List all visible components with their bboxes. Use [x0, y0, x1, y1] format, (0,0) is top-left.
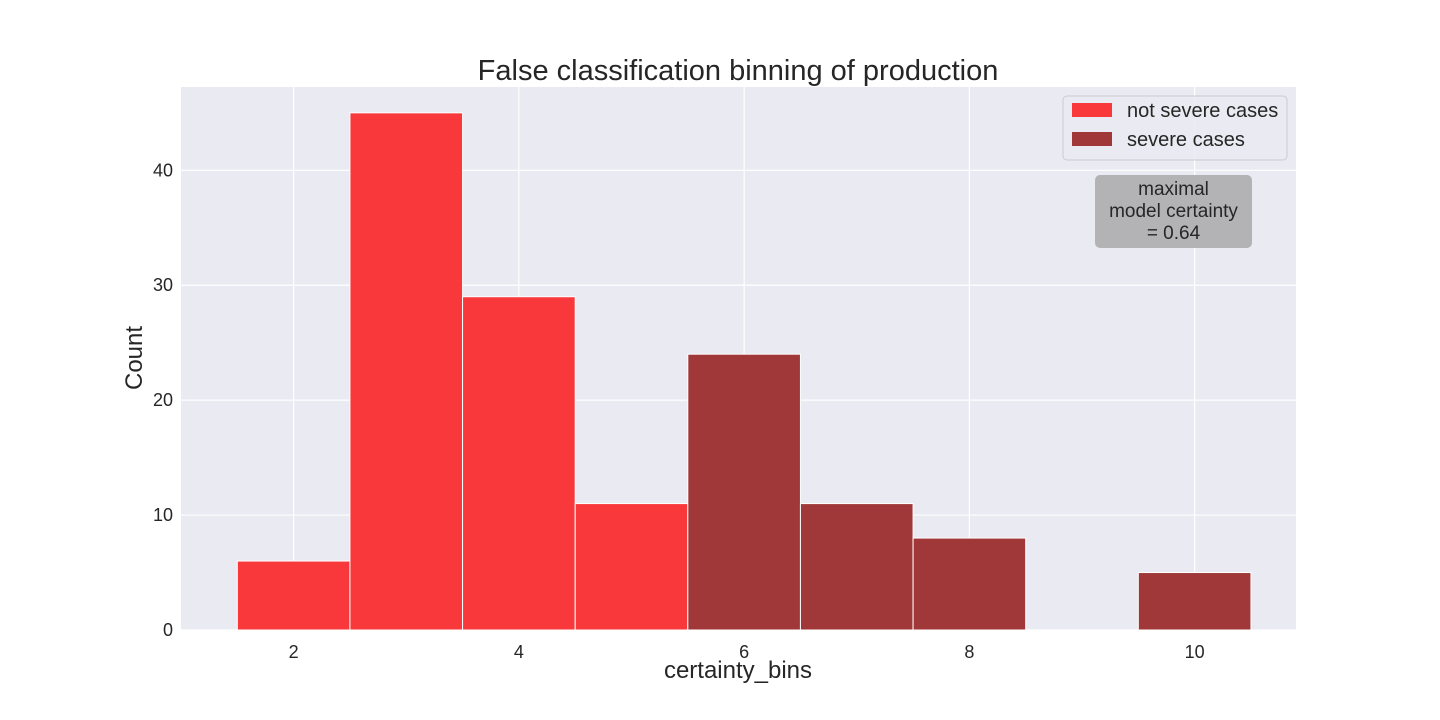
annotation-line: maximal [1138, 179, 1209, 200]
legend-frame [1062, 95, 1288, 161]
bar-not-severe [574, 503, 689, 631]
chart-title: False classification binning of producti… [478, 55, 999, 87]
bar-severe [687, 353, 801, 631]
bar-severe [912, 537, 1027, 631]
annotation-background [1095, 175, 1252, 248]
y-tick-label: 10 [153, 505, 173, 525]
x-tick-label: 6 [739, 642, 749, 662]
x-tick-label: 10 [1185, 642, 1205, 662]
y-axis-label: Count [121, 326, 148, 390]
annotation-line: model certainty [1109, 201, 1238, 222]
x-tick-label: 2 [289, 642, 299, 662]
legend-swatch [1072, 132, 1112, 146]
y-tick-label: 20 [153, 390, 173, 410]
ticks: 2 4 6 8 10 0 10 20 30 40 [153, 160, 1205, 662]
legend-swatch [1072, 103, 1112, 117]
y-tick-label: 40 [153, 160, 173, 180]
x-axis-label: certainty_bins [664, 657, 812, 684]
bar-severe [799, 503, 914, 631]
y-tick-label: 30 [153, 275, 173, 295]
y-tick-label: 0 [163, 620, 173, 640]
x-tick-label: 4 [514, 642, 524, 662]
bar-not-severe [349, 112, 464, 631]
bar-not-severe [462, 296, 576, 631]
legend: not severe cases severe cases [1062, 95, 1288, 161]
bar-not-severe [236, 560, 351, 631]
legend-label: severe cases [1127, 129, 1245, 151]
x-tick-label: 8 [964, 642, 974, 662]
legend-label: not severe cases [1127, 100, 1278, 122]
annotation-line: = 0.64 [1147, 223, 1201, 244]
bar-severe [1137, 572, 1252, 631]
bars [236, 112, 1252, 631]
